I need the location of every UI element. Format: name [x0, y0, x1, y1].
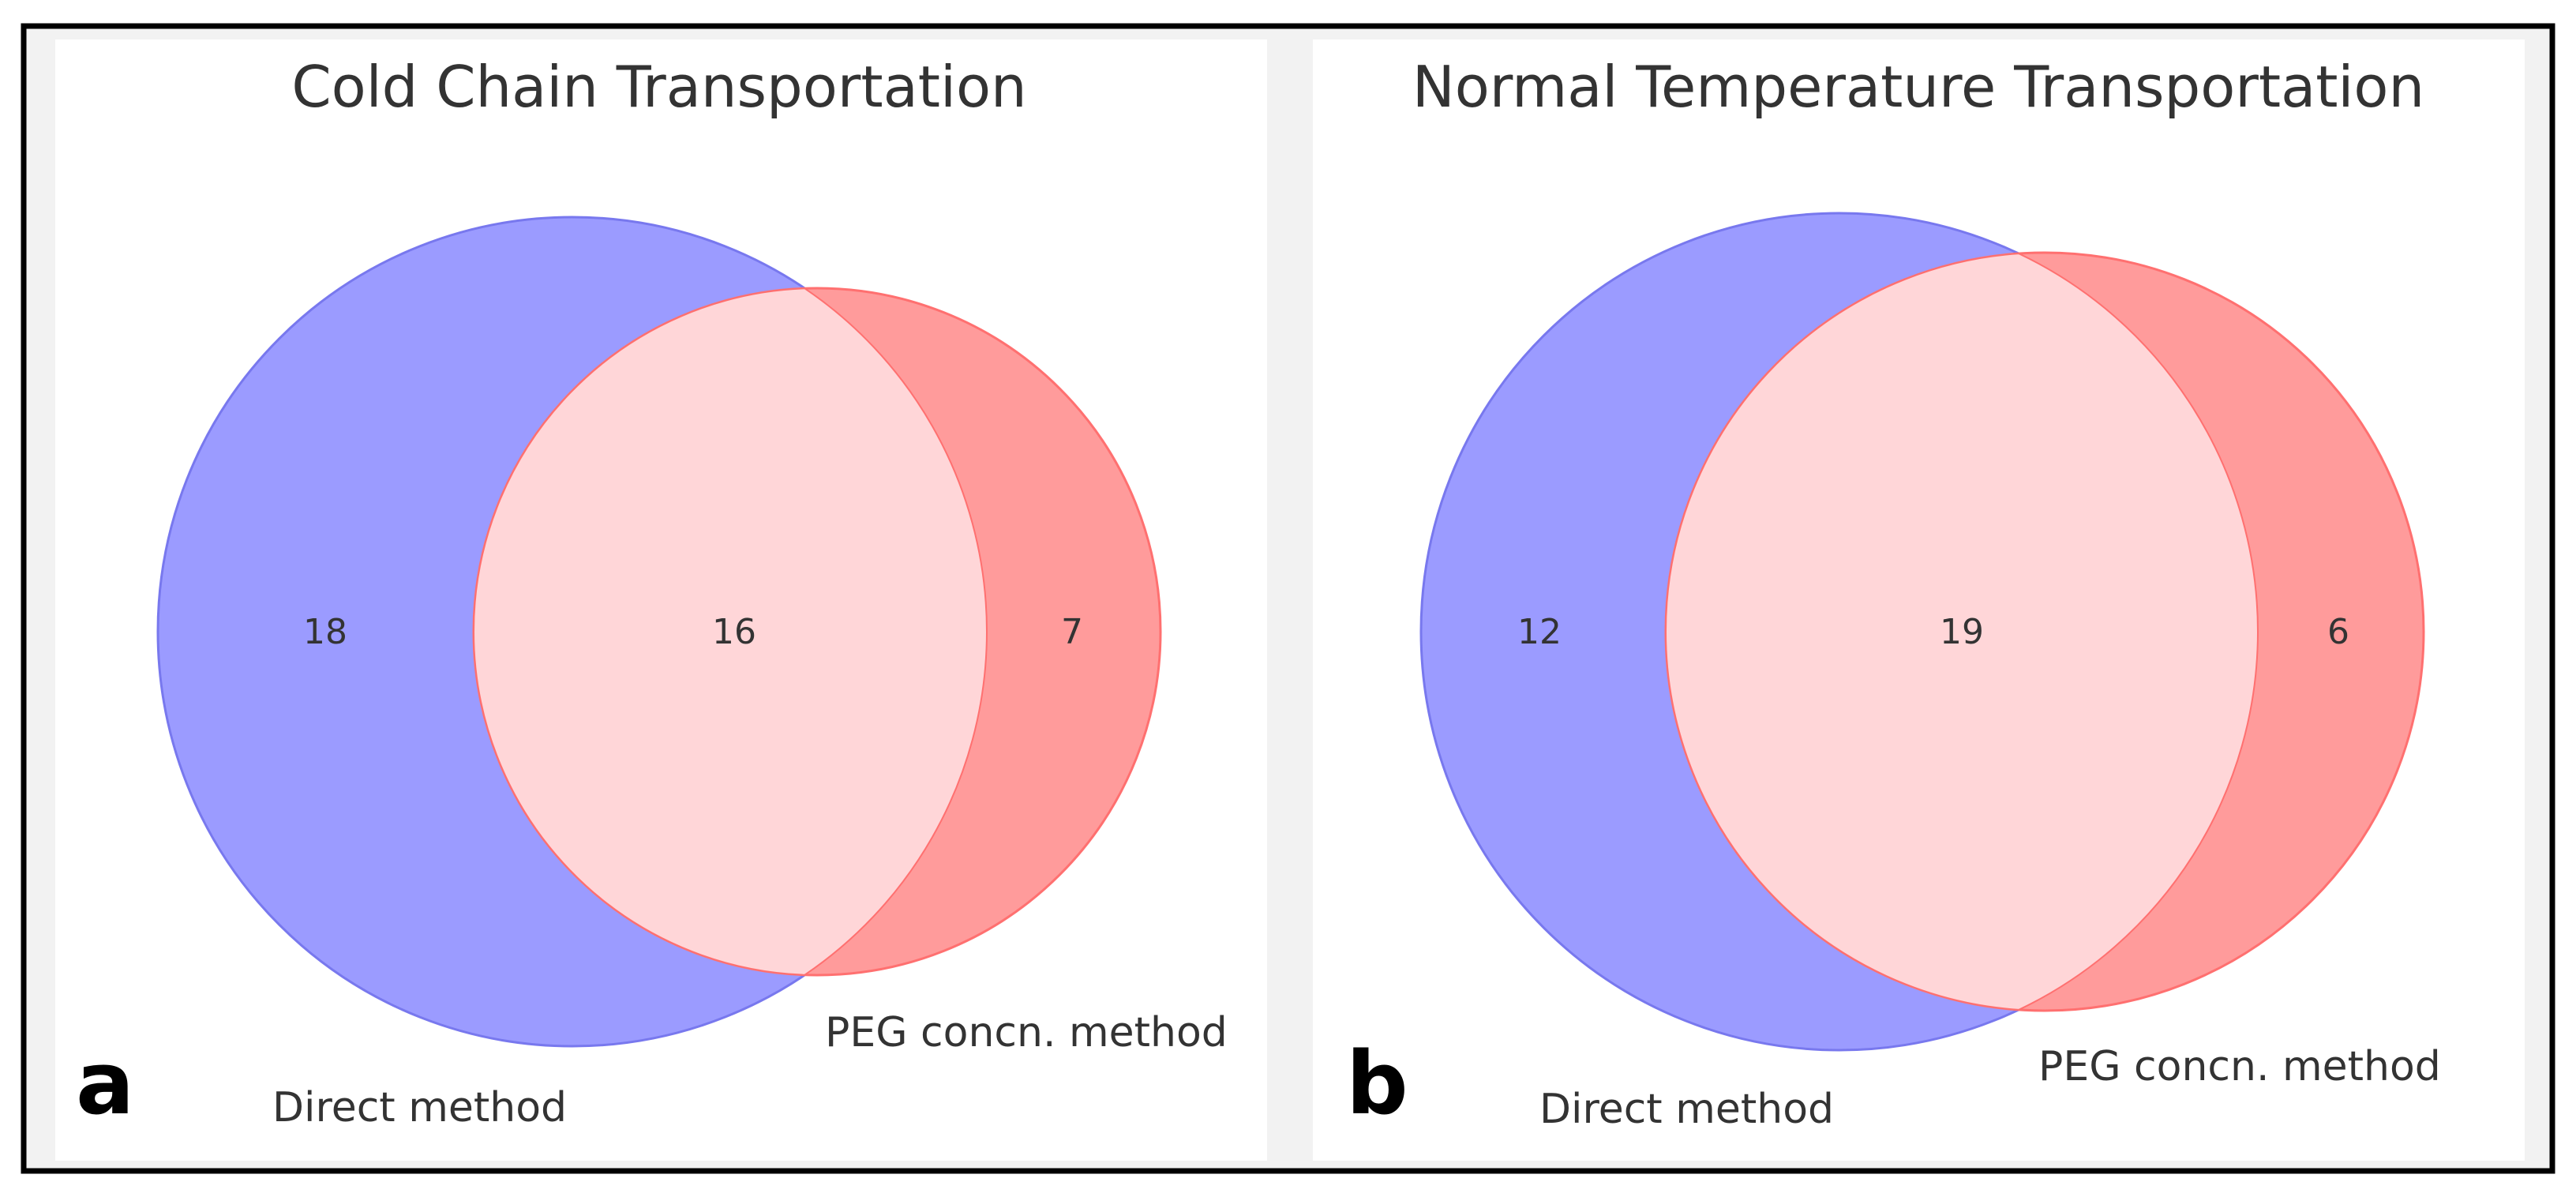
panel-a-intersection-region: [473, 287, 988, 976]
panel-a-letter: a: [76, 1033, 134, 1134]
panel-a-label-direct-method: Direct method: [272, 1084, 567, 1131]
panel-b-intersection-region: [1665, 253, 2259, 1011]
panel-b-title: Normal Temperature Transportation: [1412, 54, 2424, 120]
venn-panel-a: Cold Chain Transportation 18 16 7 Direct…: [55, 39, 1267, 1161]
venn-panel-b: Normal Temperature Transportation 12 19 …: [1313, 39, 2525, 1161]
panel-a-label-peg-method: PEG concn. method: [825, 1009, 1228, 1056]
panel-b-label-peg-method: PEG concn. method: [2038, 1043, 2441, 1090]
panel-a-count-intersection: 16: [712, 612, 756, 652]
panel-a-count-direct-only: 18: [303, 612, 347, 652]
panel-a-title: Cold Chain Transportation: [291, 54, 1026, 120]
panel-a-count-peg-only: 7: [1061, 612, 1083, 652]
panel-b-label-direct-method: Direct method: [1539, 1086, 1834, 1133]
panel-b-count-peg-only: 6: [2327, 612, 2349, 652]
panel-b-letter: b: [1346, 1033, 1408, 1134]
panel-b-count-direct-only: 12: [1517, 612, 1562, 652]
panel-b-count-intersection: 19: [1940, 612, 1984, 652]
figure-border: [21, 23, 2555, 1174]
